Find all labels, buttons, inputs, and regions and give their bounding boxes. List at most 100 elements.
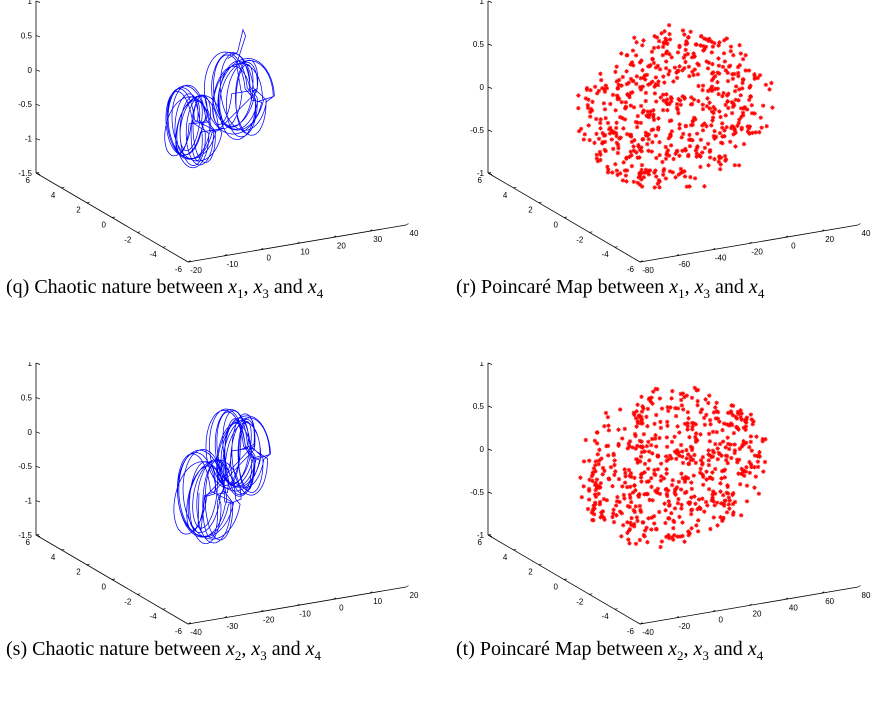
scatter-point <box>661 173 665 177</box>
scatter-point <box>665 108 669 112</box>
scatter-point <box>652 171 656 175</box>
scatter-point <box>630 164 634 168</box>
scatter-point <box>670 440 674 444</box>
scatter-point <box>629 103 633 107</box>
scatter-point <box>656 116 660 120</box>
y-tick-label: 4 <box>51 553 56 562</box>
scatter-point <box>750 449 754 453</box>
scatter-point <box>621 523 625 527</box>
scatter-point <box>666 405 670 409</box>
scatter-point <box>672 533 676 537</box>
scatter-point <box>697 497 701 501</box>
y-tick-mark <box>87 202 90 203</box>
x-tick-label: 40 <box>789 603 798 612</box>
scatter-point <box>576 106 580 110</box>
scatter-point <box>644 131 648 135</box>
scatter-point <box>690 446 694 450</box>
scatter-point <box>623 467 627 471</box>
scatter-point <box>693 386 697 390</box>
scatter-point <box>651 498 655 502</box>
scatter-point <box>657 140 661 144</box>
scatter-point <box>708 106 712 110</box>
scatter-point <box>631 445 635 449</box>
scatter-point <box>754 435 758 439</box>
scatter-point <box>662 502 666 506</box>
caption-s-v3: 4 <box>314 648 321 663</box>
scatter-point <box>650 80 654 84</box>
x-tick-label: 10 <box>373 597 382 606</box>
scatter-point <box>614 126 618 130</box>
scatter-point <box>602 424 606 428</box>
scatter-point <box>620 484 624 488</box>
scatter-point <box>712 157 716 161</box>
x-tick-label: 0 <box>791 241 796 250</box>
scatter-point <box>635 74 639 78</box>
scatter-point <box>671 79 675 83</box>
scatter-point <box>696 99 700 103</box>
z-tick-mark <box>488 363 492 365</box>
x-tick-label: 60 <box>825 597 834 606</box>
x-tick-label: 40 <box>862 229 871 238</box>
scatter-point <box>650 451 654 455</box>
x-tick-mark <box>858 224 861 226</box>
scatter-point <box>744 420 748 424</box>
scatter-point <box>682 540 686 544</box>
x-tick-label: 0 <box>339 603 344 612</box>
scatter-point <box>665 424 669 428</box>
scatter-point <box>720 121 724 125</box>
z-tick-mark <box>488 449 492 451</box>
x-tick-label: 80 <box>862 591 871 600</box>
scatter-point <box>668 37 672 41</box>
scatter-point <box>631 48 635 52</box>
scatter-point <box>604 149 608 153</box>
scatter-point <box>638 538 642 542</box>
z-tick-label: -1.5 <box>18 531 32 540</box>
caption-q-v1: 1 <box>237 286 244 301</box>
scatter-point <box>736 98 740 102</box>
scatter-point <box>635 519 639 523</box>
scatter-point <box>690 396 694 400</box>
scatter-point <box>708 150 712 154</box>
scatter-point <box>676 111 680 115</box>
scatter-point <box>715 430 719 434</box>
scatter-point <box>679 392 683 396</box>
scatter-point <box>650 516 654 520</box>
scatter-point <box>658 545 662 549</box>
z-tick-label: 0 <box>480 445 485 454</box>
scatter-point <box>710 50 714 54</box>
scatter-point <box>677 64 681 68</box>
scatter-point <box>716 70 720 74</box>
scatter-point <box>644 415 648 419</box>
scatter-point <box>721 91 725 95</box>
caption-t-label: (t) Poincaré Map between <box>456 638 663 660</box>
scatter-point <box>707 393 711 397</box>
scatter-point <box>694 523 698 527</box>
scatter-point <box>688 500 692 504</box>
scatter-point <box>708 527 712 531</box>
scatter-point <box>715 401 719 405</box>
scatter-point <box>684 48 688 52</box>
scatter-point <box>621 126 625 130</box>
scatter-point <box>736 412 740 416</box>
scatter-point <box>595 441 599 445</box>
scatter-point <box>717 109 721 113</box>
scatter-point <box>640 68 644 72</box>
scatter-point <box>739 51 743 55</box>
scatter-point <box>612 463 616 467</box>
scatter-point <box>588 114 592 118</box>
scatter-point <box>708 418 712 422</box>
y-tick-label: 0 <box>102 221 107 230</box>
x-tick-label: -60 <box>679 260 691 269</box>
y-tick-mark <box>61 549 64 550</box>
scatter-point <box>698 165 702 169</box>
scatter-point <box>588 138 592 142</box>
x-tick-label: -10 <box>227 260 239 269</box>
scatter-point <box>737 43 741 47</box>
scatter-point <box>659 462 663 466</box>
y-tick-mark <box>163 247 166 248</box>
scatter-point <box>638 504 642 508</box>
x-tick-label: 0 <box>718 616 723 625</box>
